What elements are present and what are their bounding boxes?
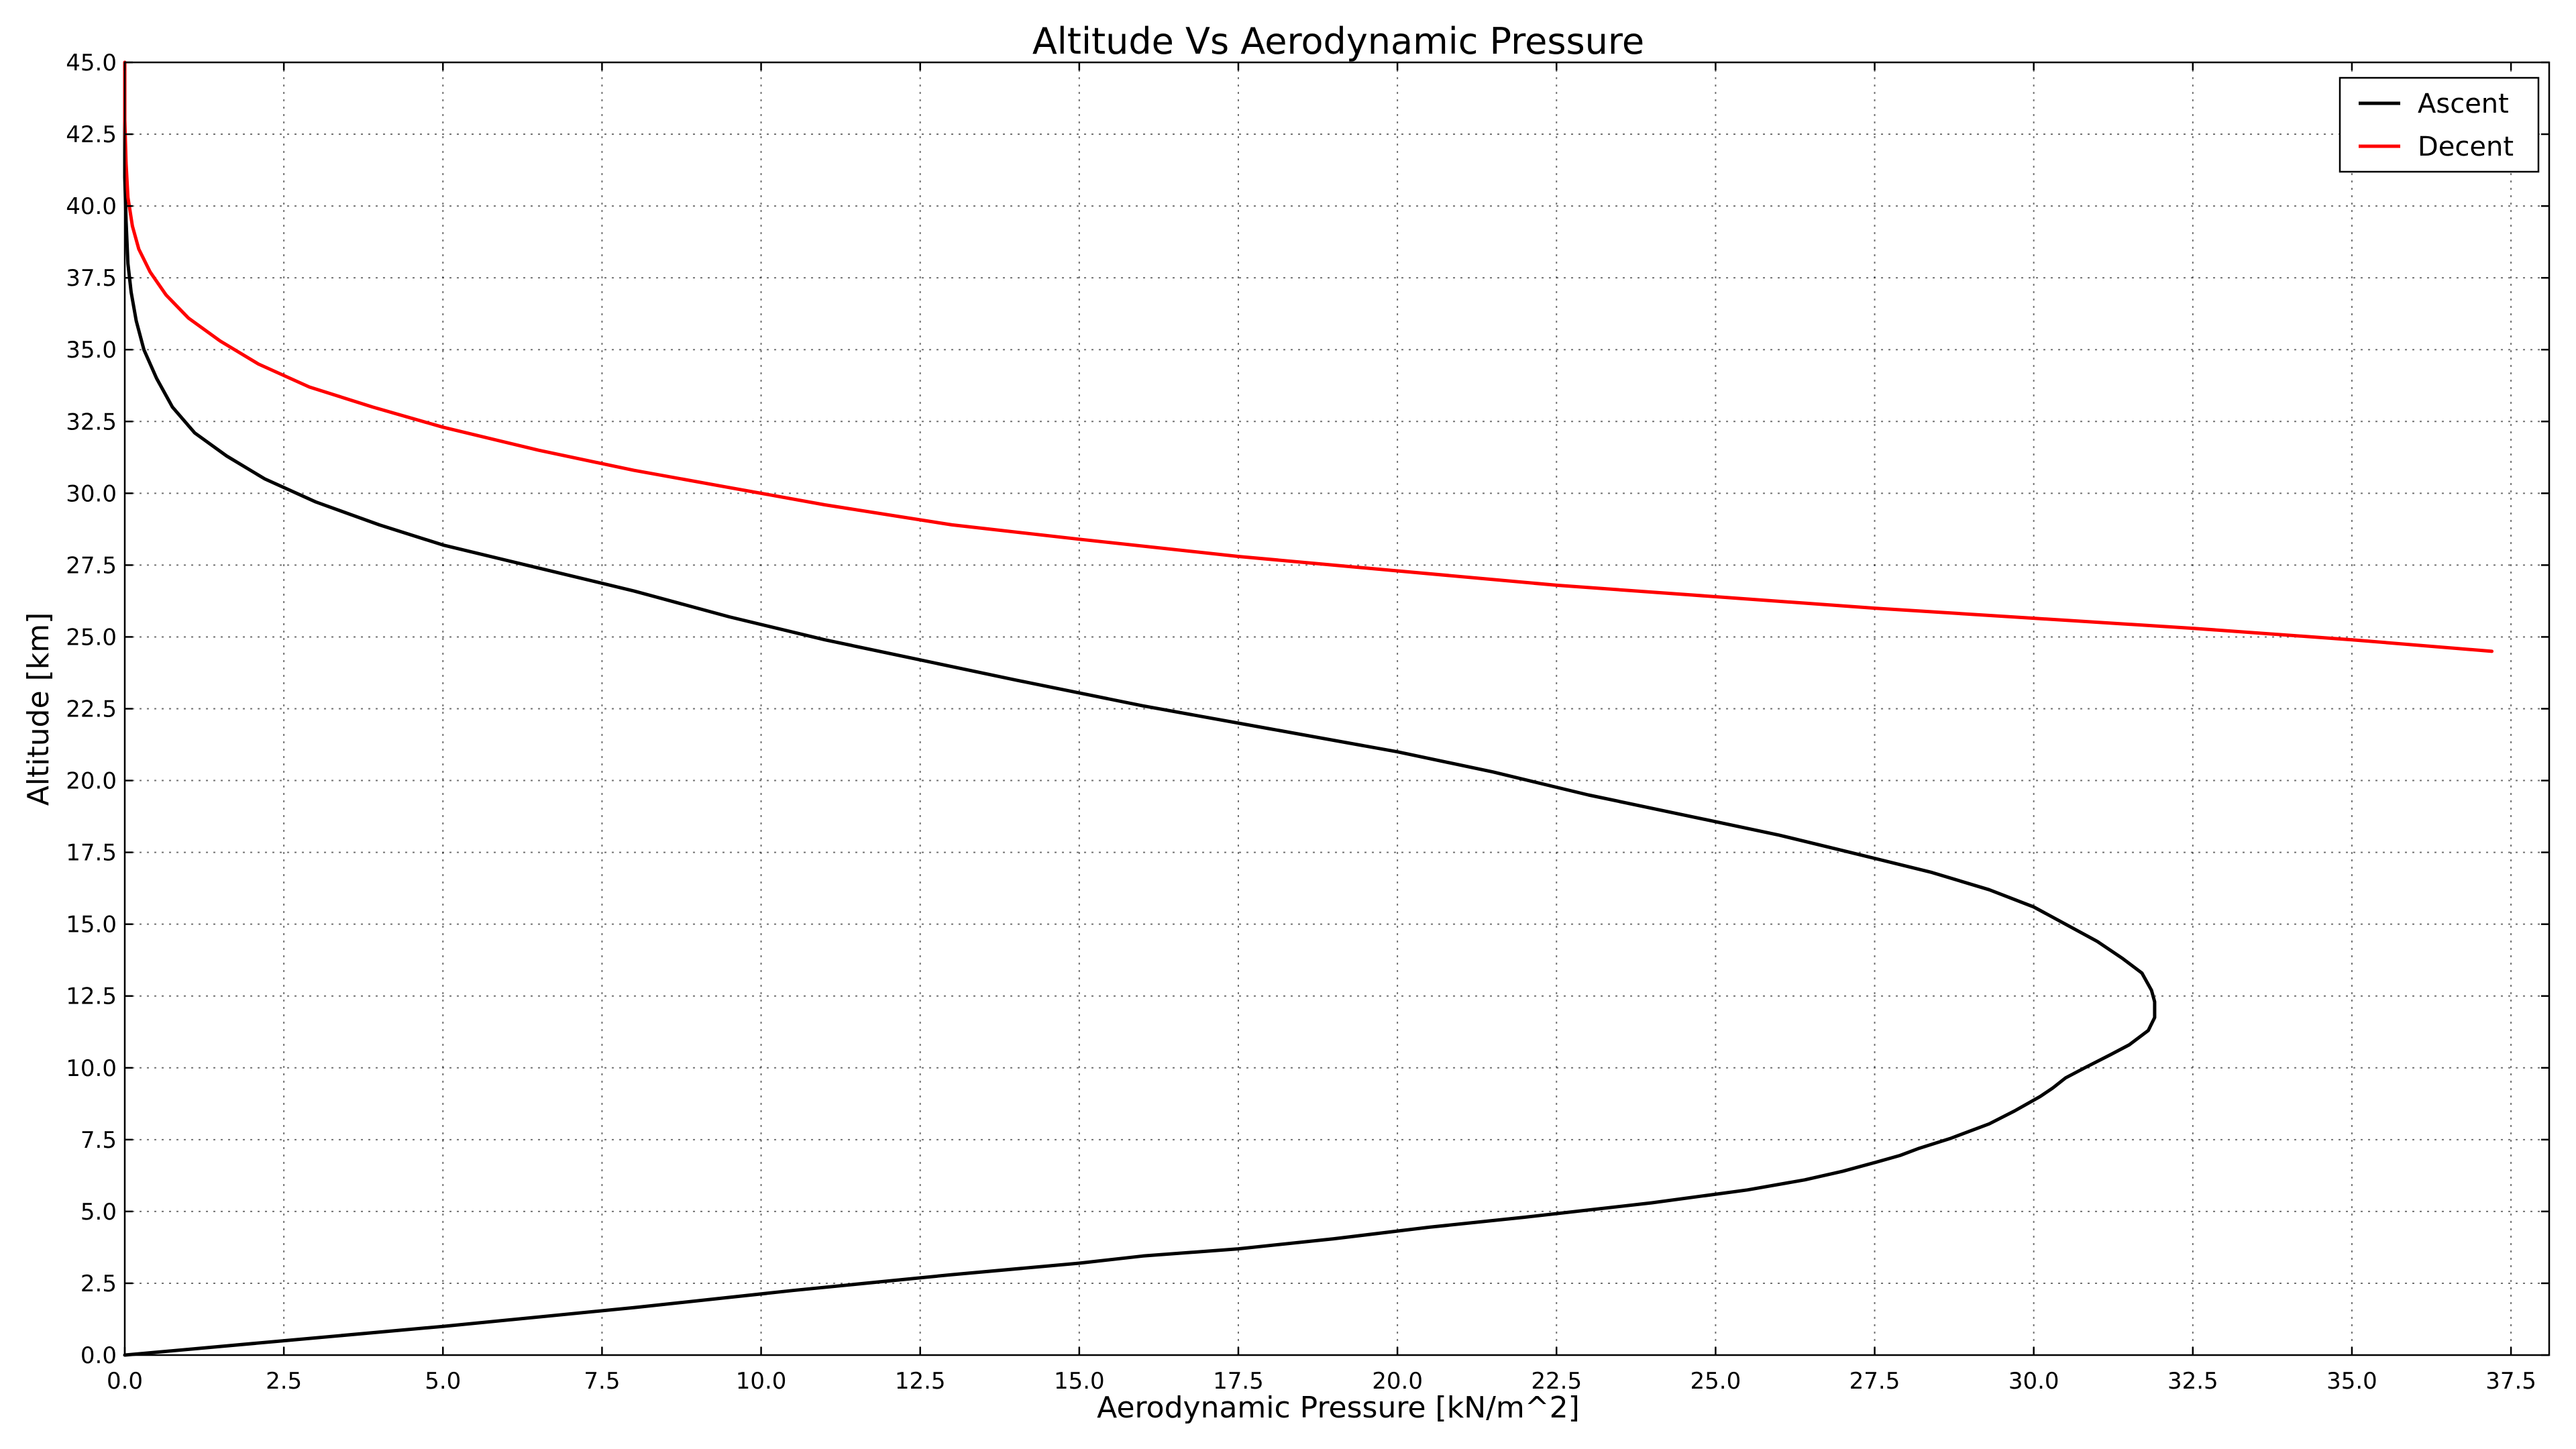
y-tick-label: 35.0	[66, 337, 117, 364]
y-tick-label: 0.0	[80, 1342, 117, 1369]
grid	[124, 62, 2549, 1356]
chart-title: Altitude Vs Aerodynamic Pressure	[1032, 20, 1644, 62]
y-tick-label: 25.0	[66, 624, 117, 651]
y-tick-label: 10.0	[66, 1055, 117, 1082]
y-tick-label: 12.5	[66, 983, 117, 1010]
x-tick-label: 15.0	[1054, 1368, 1105, 1395]
axis-ticks: 0.0 2.5 5.0 7.5 10.0 12.5 15.0 17.5 20.0 22.5 25.0…	[66, 50, 2549, 1395]
x-tick-label: 12.5	[895, 1368, 946, 1395]
legend-box	[2339, 76, 2540, 173]
y-tick-label: 7.5	[80, 1127, 117, 1154]
x-tick-label: 7.5	[584, 1368, 620, 1395]
y-tick-label: 2.5	[80, 1271, 117, 1297]
x-tick-label: 25.0	[1690, 1368, 1741, 1395]
x-tick-label: 0.0	[107, 1368, 143, 1395]
y-tick-label: 40.0	[66, 193, 117, 220]
x-tick-label: 5.0	[425, 1368, 461, 1395]
x-axis-label: Aerodynamic Pressure [kN/m^2]	[1097, 1391, 1580, 1425]
y-tick-label: 5.0	[80, 1199, 117, 1226]
x-tick-label: 27.5	[1849, 1368, 1900, 1395]
x-tick-label: 2.5	[266, 1368, 302, 1395]
x-tick-label: 20.0	[1372, 1368, 1423, 1395]
y-tick-label: 27.5	[66, 552, 117, 579]
x-tick-label: 10.0	[736, 1368, 787, 1395]
series-line-ascent	[123, 60, 2157, 1357]
y-tick-label: 45.0	[66, 50, 117, 76]
x-tick-label: 35.0	[2326, 1368, 2377, 1395]
x-tick-label: 30.0	[2008, 1368, 2059, 1395]
y-tick-label: 32.5	[66, 409, 117, 435]
series-layer	[123, 60, 2494, 1357]
y-tick-label: 17.5	[66, 840, 117, 867]
legend: Ascent Decent	[2339, 76, 2540, 173]
y-tick-label: 15.0	[66, 912, 117, 938]
y-tick-label: 20.0	[66, 768, 117, 795]
y-tick-label: 42.5	[66, 121, 117, 148]
x-tick-label: 37.5	[2485, 1368, 2536, 1395]
y-tick-label: 37.5	[66, 265, 117, 292]
y-tick-label: 30.0	[66, 480, 117, 507]
y-tick-label: 22.5	[66, 696, 117, 723]
y-axis-label: Altitude [km]	[21, 612, 56, 806]
legend-label-decent: Decent	[2418, 131, 2514, 162]
x-tick-label: 22.5	[1531, 1368, 1582, 1395]
legend-label-ascent: Ascent	[2418, 89, 2509, 119]
series-line-decent	[123, 60, 2494, 653]
x-tick-label: 32.5	[2167, 1368, 2218, 1395]
x-tick-label: 17.5	[1213, 1368, 1264, 1395]
